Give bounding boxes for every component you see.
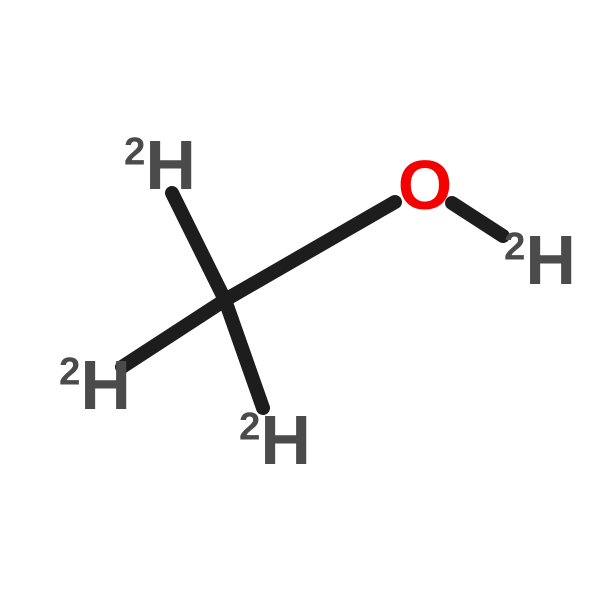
- element-symbol: H: [260, 401, 311, 479]
- isotope-superscript: 2: [239, 406, 260, 449]
- atom-label: 2H: [239, 405, 311, 475]
- isotope-superscript: 2: [59, 351, 80, 394]
- isotope-superscript: 2: [504, 226, 525, 269]
- element-symbol: H: [525, 221, 576, 299]
- element-symbol: O: [398, 146, 452, 224]
- molecule-labels-layer: O2H2H2H2H: [0, 0, 600, 600]
- atom-label: 2H: [124, 130, 196, 200]
- atom-label: O: [398, 150, 452, 220]
- atom-label: 2H: [59, 350, 131, 420]
- element-symbol: H: [80, 346, 131, 424]
- isotope-superscript: 2: [124, 131, 145, 174]
- atom-label: 2H: [504, 225, 576, 295]
- element-symbol: H: [145, 126, 196, 204]
